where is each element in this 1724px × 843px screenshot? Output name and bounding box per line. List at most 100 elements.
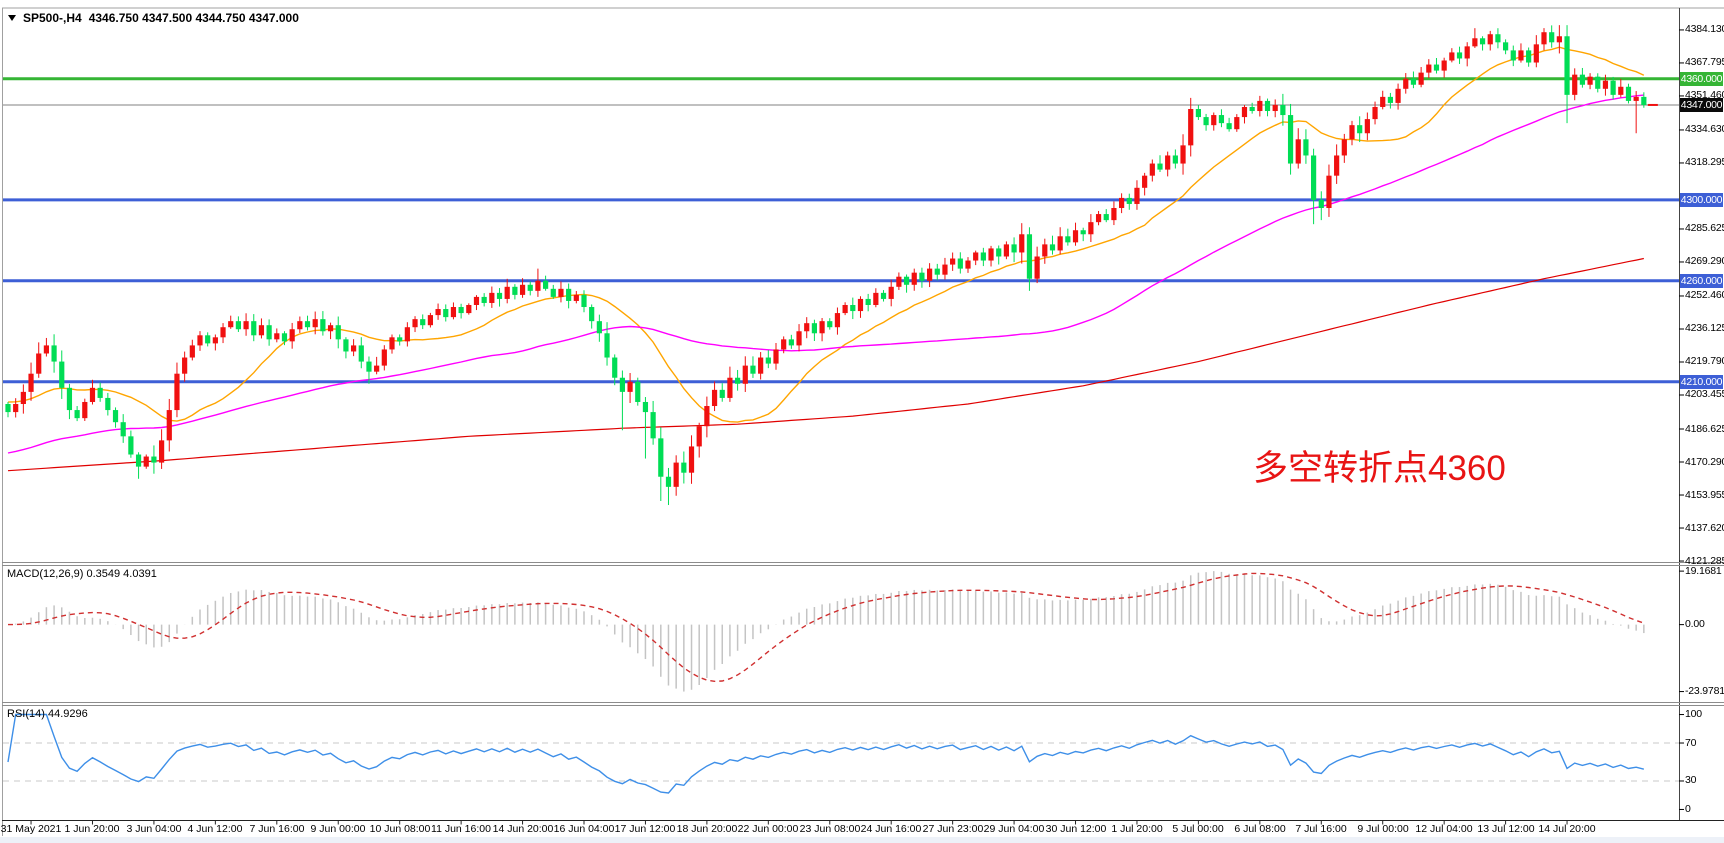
candle-body: [43, 345, 49, 354]
candle-body: [1103, 214, 1109, 221]
time-axis-label: 12 Jul 04:00: [1415, 823, 1473, 835]
candle-body: [519, 284, 526, 295]
candle-body: [220, 327, 226, 338]
candle-body: [1503, 42, 1509, 51]
candle-body: [834, 313, 841, 328]
candle-body: [1495, 34, 1501, 43]
macd-panel[interactable]: [3, 566, 1679, 700]
candle-body: [1564, 36, 1570, 95]
candle-body: [1372, 106, 1378, 120]
candle-body: [1526, 50, 1532, 63]
candle-body: [1357, 125, 1363, 134]
candle-body: [758, 357, 764, 374]
candle-body: [159, 440, 165, 463]
ma-mid-line: [7, 94, 1644, 454]
candle-body: [1026, 234, 1033, 279]
time-axis-label: 18 Jun 20:00: [676, 823, 738, 835]
candle-body: [1587, 76, 1593, 85]
candle-body: [1595, 76, 1601, 89]
candle-body: [1326, 175, 1332, 209]
time-axis-label: 7 Jul 16:00: [1295, 823, 1347, 835]
candle-body: [504, 286, 510, 299]
time-axis-label: 17 Jun 12:00: [614, 823, 676, 835]
candle-body: [496, 292, 503, 299]
time-axis-label: 1 Jun 20:00: [64, 823, 120, 835]
candle-body: [1165, 155, 1171, 170]
candle-body: [105, 397, 111, 411]
candle-body: [1625, 86, 1632, 101]
main-chart-panel[interactable]: [3, 9, 1679, 561]
price-axis-tick: 4137.620: [1685, 522, 1724, 534]
chart-title-bar: SP500-,H4 4346.750 4347.500 4344.750 434…: [8, 11, 299, 25]
time-axis-label: 22 Jun 00:00: [737, 823, 799, 835]
candle-body: [1065, 236, 1071, 243]
candle-body: [1157, 163, 1163, 170]
time-axis-label: 4 Jun 12:00: [187, 823, 243, 835]
candle-body: [182, 357, 188, 374]
candle-body: [304, 321, 311, 328]
candle-body: [896, 276, 902, 287]
candle-body: [1541, 32, 1547, 45]
candle-body: [1119, 197, 1125, 209]
candle-body: [1142, 175, 1148, 188]
candle-body: [1057, 236, 1063, 251]
price-axis-tick: 4269.290: [1685, 255, 1724, 267]
candle-body: [550, 288, 556, 297]
candle-body: [988, 248, 994, 261]
symbol-dropdown-icon[interactable]: [8, 15, 16, 21]
candle-body: [1380, 96, 1386, 107]
rsi-line: [7, 713, 1645, 794]
candle-body: [589, 307, 595, 322]
candle-body: [1602, 80, 1609, 89]
candle-body: [59, 361, 65, 388]
candle-body: [1042, 244, 1048, 257]
candle-body: [481, 296, 487, 303]
candle-body: [942, 264, 948, 275]
candle-body: [819, 321, 825, 334]
time-axis-label: 16 Jun 04:00: [553, 823, 615, 835]
candle-body: [281, 333, 288, 342]
price-axis-tick: 4219.790: [1685, 355, 1724, 367]
candle-body: [750, 365, 756, 374]
candle-body: [89, 387, 96, 402]
candle-body: [1572, 74, 1578, 95]
rsi-panel[interactable]: [3, 706, 1679, 818]
candle-body: [36, 353, 42, 374]
time-axis-label: 30 Jun 12:00: [1045, 823, 1107, 835]
candle-body: [205, 335, 211, 344]
candle-body: [197, 335, 203, 346]
candle-body: [1303, 139, 1309, 156]
candle-body: [1410, 78, 1417, 85]
candle-body: [389, 337, 395, 350]
candle-body: [1610, 80, 1616, 95]
candle-body: [612, 357, 618, 378]
candle-body: [903, 276, 910, 285]
candle-body: [527, 284, 533, 291]
time-axis-label: 14 Jun 20:00: [492, 823, 554, 835]
candle-body: [1280, 104, 1286, 116]
candle-body: [581, 294, 587, 308]
candle-body: [1341, 139, 1347, 156]
candle-body: [5, 404, 11, 413]
candle-body: [1095, 214, 1102, 223]
time-axis-label: 6 Jul 08:00: [1234, 823, 1286, 835]
candle-body: [1579, 74, 1585, 85]
chart-text-annotation[interactable]: 多空转折点4360: [1253, 449, 1506, 488]
candle-body: [1318, 199, 1324, 209]
candle-body: [804, 323, 810, 332]
candle-body: [243, 321, 249, 330]
candle-body: [1549, 32, 1555, 43]
candle-body: [788, 339, 794, 346]
candle-body: [1111, 208, 1117, 221]
price-axis-tick: 4334.630: [1685, 123, 1724, 135]
time-axis-label: 10 Jun 08:00: [369, 823, 431, 835]
candle-body: [1241, 106, 1248, 118]
candle-body: [397, 337, 403, 342]
time-axis-label: 23 Jun 08:00: [799, 823, 861, 835]
candle-body: [166, 410, 172, 441]
candle-body: [1264, 100, 1271, 112]
price-axis-tick: 4367.795: [1685, 56, 1724, 68]
candle-body: [742, 365, 748, 384]
candle-body: [773, 349, 779, 364]
